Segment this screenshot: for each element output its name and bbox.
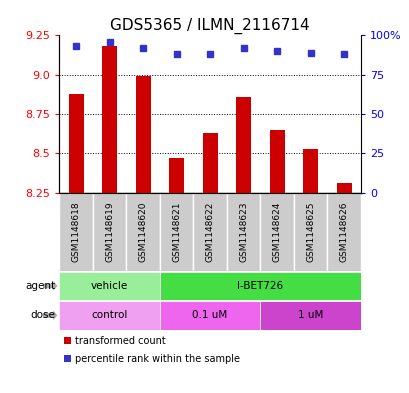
Bar — [302, 149, 317, 193]
Bar — [226, 193, 260, 271]
Bar — [326, 193, 360, 271]
Text: dose: dose — [30, 310, 55, 320]
Text: agent: agent — [25, 281, 55, 291]
Bar — [169, 158, 184, 193]
Bar — [336, 183, 351, 193]
Text: control: control — [91, 310, 128, 320]
Text: GSM1148618: GSM1148618 — [72, 202, 81, 262]
Bar — [102, 46, 117, 193]
Text: vehicle: vehicle — [91, 281, 128, 291]
Text: GSM1148622: GSM1148622 — [205, 202, 214, 262]
Text: GSM1148624: GSM1148624 — [272, 202, 281, 262]
Text: GSM1148626: GSM1148626 — [339, 202, 348, 262]
Bar — [93, 193, 126, 271]
Bar — [236, 97, 251, 193]
Text: GSM1148625: GSM1148625 — [306, 202, 314, 262]
Text: percentile rank within the sample: percentile rank within the sample — [75, 354, 239, 364]
Bar — [160, 193, 193, 271]
Text: 1 uM: 1 uM — [297, 310, 322, 320]
Text: 0.1 uM: 0.1 uM — [192, 310, 227, 320]
Bar — [135, 76, 151, 193]
Text: transformed count: transformed count — [75, 336, 165, 346]
Bar — [193, 193, 226, 271]
Text: GSM1148623: GSM1148623 — [238, 202, 247, 262]
Bar — [260, 193, 293, 271]
Text: GSM1148621: GSM1148621 — [172, 202, 181, 262]
Bar — [293, 193, 326, 271]
Text: I-BET726: I-BET726 — [237, 281, 283, 291]
Bar — [260, 301, 360, 329]
Title: GDS5365 / ILMN_2116714: GDS5365 / ILMN_2116714 — [110, 18, 309, 34]
Bar — [68, 94, 83, 193]
Bar — [126, 193, 160, 271]
Bar — [202, 133, 217, 193]
Text: GSM1148620: GSM1148620 — [138, 202, 147, 262]
Bar — [269, 130, 284, 193]
Text: GSM1148619: GSM1148619 — [105, 202, 114, 262]
Bar — [59, 272, 160, 300]
Bar — [59, 301, 160, 329]
Bar — [59, 193, 93, 271]
Bar — [160, 301, 260, 329]
Bar — [160, 272, 360, 300]
